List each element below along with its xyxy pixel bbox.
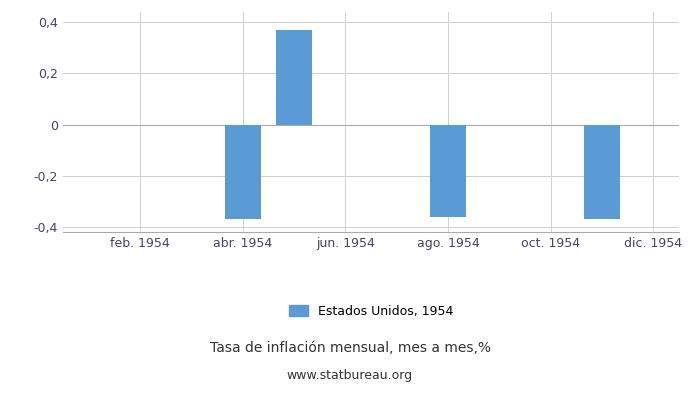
Text: Tasa de inflación mensual, mes a mes,%: Tasa de inflación mensual, mes a mes,% — [209, 341, 491, 355]
Legend: Estados Unidos, 1954: Estados Unidos, 1954 — [284, 300, 458, 323]
Bar — [225, 124, 260, 219]
Bar — [276, 30, 312, 124]
Bar — [584, 124, 620, 219]
Bar — [430, 124, 466, 217]
Text: www.statbureau.org: www.statbureau.org — [287, 370, 413, 382]
